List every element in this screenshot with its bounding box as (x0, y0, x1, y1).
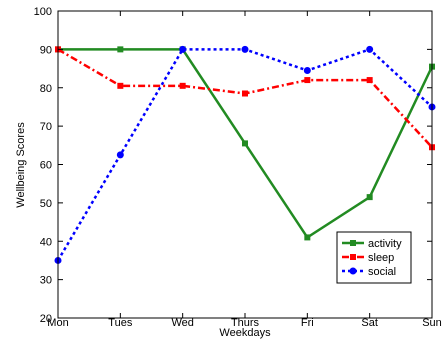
y-tick-label: 40 (40, 236, 52, 248)
data-point-sleep (242, 90, 248, 97)
data-point-sleep (304, 77, 311, 84)
x-tick-label: Sun (422, 317, 442, 329)
y-tick-label: 100 (34, 6, 52, 18)
x-tick-label: Fri (301, 317, 314, 329)
legend-label-social: social (368, 266, 396, 278)
data-point-social (366, 45, 374, 53)
data-point-sleep (366, 77, 373, 84)
y-axis-title: Wellbeing Scores (15, 122, 27, 208)
legend-label-activity: activity (368, 238, 402, 250)
y-tick-label: 20 (40, 313, 52, 325)
data-point-activity (117, 46, 124, 53)
x-tick-label: Wed (171, 317, 193, 329)
data-point-activity (304, 234, 311, 241)
y-tick-label: 80 (40, 83, 52, 95)
data-point-social (116, 151, 124, 159)
legend-box (336, 231, 412, 284)
x-tick-label: Thurs (231, 317, 260, 329)
y-tick-label: 60 (40, 160, 52, 172)
data-point-activity (242, 140, 248, 147)
x-axis-title: Weekdays (219, 327, 271, 339)
data-point-social (179, 45, 187, 53)
data-point-social (241, 45, 249, 53)
legend-marker-activity (350, 240, 356, 246)
x-tick-label: Mon (47, 317, 68, 329)
x-tick-label: Sat (361, 317, 378, 329)
legend: activity sleep social (336, 231, 412, 284)
legend-marker-social (349, 267, 357, 275)
data-point-activity (366, 194, 373, 201)
series-layer (54, 45, 436, 264)
legend-marker-sleep (350, 254, 356, 260)
y-tick-label: 50 (40, 198, 52, 210)
legend-label-sleep: sleep (368, 252, 394, 264)
data-point-sleep (117, 82, 124, 89)
x-tick-label: Tues (108, 317, 133, 329)
data-point-sleep (179, 82, 186, 89)
y-tick-label: 70 (40, 121, 52, 133)
ticks-layer: 20 30 40 50 60 70 80 90 100 Mon Tues Wed Thurs Fri Sat… (34, 6, 442, 329)
y-tick-label: 30 (40, 275, 52, 287)
data-point-social (303, 66, 311, 74)
y-tick-label: 90 (40, 44, 52, 56)
